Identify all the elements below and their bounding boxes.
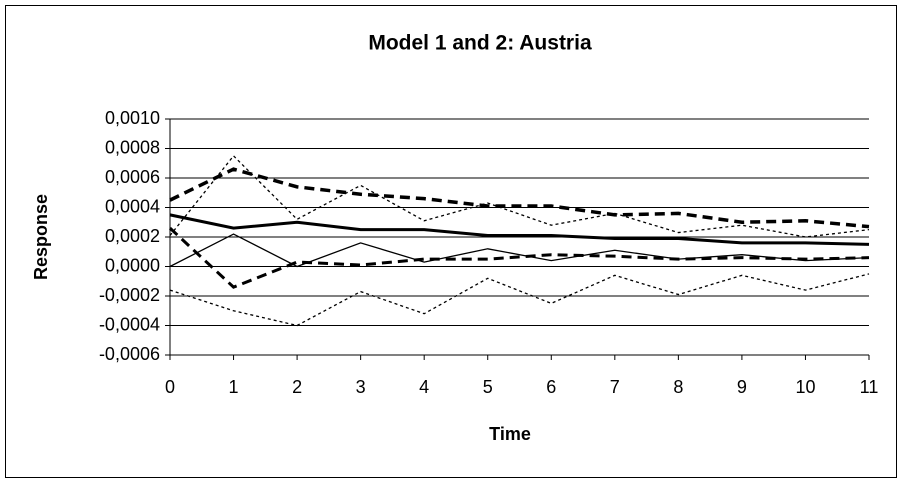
x-tick-label: 1 xyxy=(229,377,239,397)
y-tick-label: 0,0008 xyxy=(105,137,160,157)
y-tick-label: 0,0004 xyxy=(105,196,160,216)
series-line xyxy=(169,167,870,229)
y-tick-label: 0,0002 xyxy=(105,226,160,246)
x-tick-label: 6 xyxy=(546,377,556,397)
x-tick-label: 2 xyxy=(292,377,302,397)
series-line xyxy=(169,233,870,268)
chart-title: Model 1 and 2: Austria xyxy=(368,32,592,55)
series-line xyxy=(168,227,870,289)
y-tick-label: -0,0004 xyxy=(99,314,160,334)
x-tick-label: 11 xyxy=(860,377,879,397)
y-tick-label: 0,0006 xyxy=(105,167,160,187)
y-tick-label: -0,0002 xyxy=(99,285,160,305)
x-tick-label: 7 xyxy=(610,377,620,397)
series-line xyxy=(169,154,870,238)
x-tick-label: 8 xyxy=(673,377,683,397)
y-tick-label: 0,0010 xyxy=(105,108,160,128)
x-tick-label: 5 xyxy=(483,377,493,397)
x-tick-label: 4 xyxy=(419,377,429,397)
x-axis-title: Time xyxy=(489,424,531,444)
x-tick-label: 10 xyxy=(795,377,815,397)
series-line xyxy=(169,273,870,327)
y-tick-label: 0,0000 xyxy=(105,255,160,275)
x-tick-label: 3 xyxy=(356,377,366,397)
x-tick-label: 9 xyxy=(737,377,747,397)
x-tick-label: 0 xyxy=(165,377,175,397)
series-line xyxy=(169,213,870,246)
y-axis-title: Response xyxy=(31,194,51,280)
y-tick-label: -0,0006 xyxy=(99,344,160,364)
